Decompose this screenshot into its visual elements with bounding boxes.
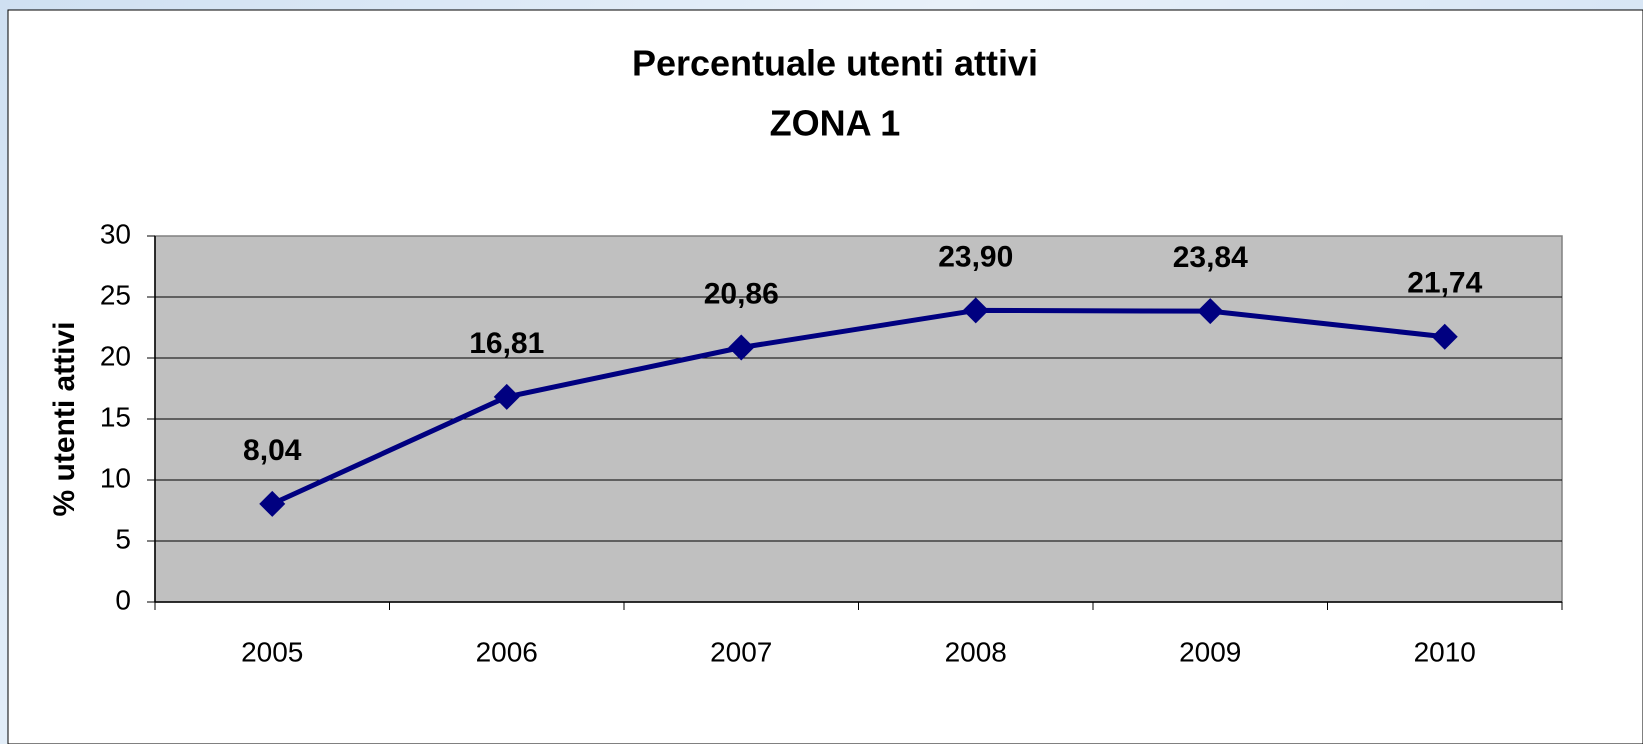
data-label: 8,04 [243,434,302,467]
data-marker [962,297,989,324]
data-label: 16,81 [469,327,544,360]
y-axis-label: % utenti attivi [48,321,81,516]
x-tick-label: 2007 [710,636,772,667]
data-label: 21,74 [1407,267,1482,300]
chart-subtitle: ZONA 1 [770,103,901,144]
data-marker [493,383,520,410]
y-tick-label: 30 [100,218,131,249]
data-label: 23,84 [1173,241,1248,274]
data-label: 20,86 [704,277,779,310]
y-tick-label: 5 [115,523,131,554]
y-tick-label: 15 [100,401,131,432]
data-label: 23,90 [938,240,1013,273]
data-marker [1197,298,1224,325]
data-marker [259,490,286,517]
chart-title: Percentuale utenti attivi [632,43,1038,84]
y-tick-label: 20 [100,340,131,371]
y-tick-label: 25 [100,279,131,310]
y-tick-label: 0 [115,584,131,615]
y-tick-label: 10 [100,462,131,493]
data-marker [1431,323,1458,350]
data-line [271,307,1446,507]
x-tick-label: 2010 [1414,636,1476,667]
data-marker [728,334,755,361]
x-tick-label: 2009 [1179,636,1241,667]
x-tick-label: 2005 [241,636,303,667]
x-tick-label: 2006 [476,636,538,667]
x-tick-label: 2008 [945,636,1007,667]
